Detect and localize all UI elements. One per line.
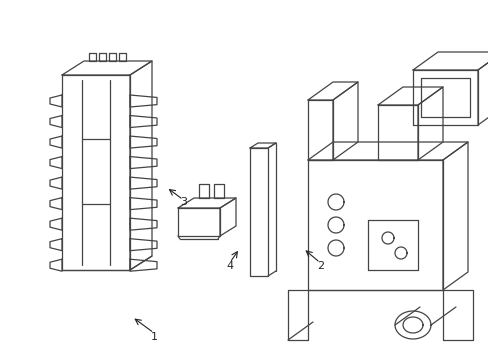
- Text: 1: 1: [150, 332, 157, 342]
- Text: 4: 4: [226, 261, 233, 271]
- Text: 2: 2: [316, 261, 323, 271]
- Text: 3: 3: [180, 197, 186, 207]
